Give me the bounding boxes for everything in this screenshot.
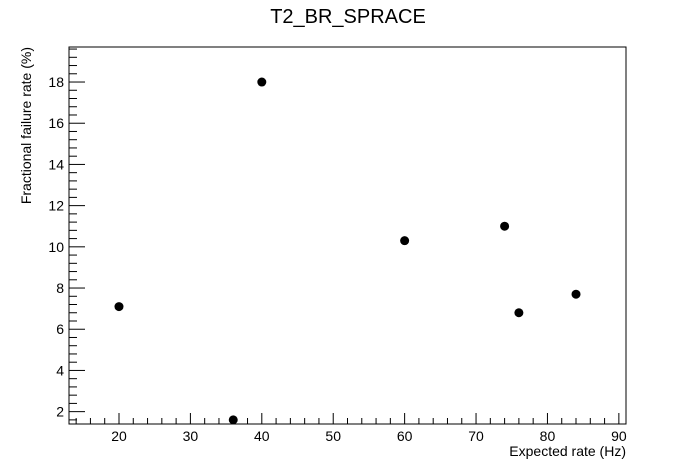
- x-tick-label: 30: [183, 428, 199, 444]
- y-tick-label: 4: [56, 362, 64, 378]
- y-axis-label: Fractional failure rate (%): [18, 47, 34, 204]
- data-point: [514, 308, 524, 318]
- y-tick-label: 16: [48, 115, 64, 131]
- chart-title: T2_BR_SPRACE: [270, 6, 426, 28]
- y-tick-label: 8: [56, 280, 64, 296]
- y-tick-label: 14: [48, 156, 64, 172]
- data-point: [500, 221, 510, 231]
- y-tick-label: 6: [56, 321, 64, 337]
- y-tick-label: 18: [48, 74, 64, 90]
- data-point: [571, 289, 581, 299]
- data-point: [257, 77, 267, 87]
- data-point: [114, 302, 124, 312]
- data-point: [228, 415, 238, 425]
- y-axis: 2 4 6 8 10 12 14 16 18: [48, 48, 85, 421]
- x-axis-label: Expected rate (Hz): [509, 443, 626, 459]
- x-tick-label: 40: [254, 428, 270, 444]
- data-point: [400, 236, 410, 246]
- y-tick-label: 10: [48, 239, 64, 255]
- data-points: [114, 77, 581, 425]
- plot-frame: [68, 46, 627, 425]
- x-tick-label: 80: [540, 428, 556, 444]
- y-tick-label: 12: [48, 198, 64, 214]
- x-tick-label: 20: [111, 428, 127, 444]
- y-tick-label: 2: [56, 404, 64, 420]
- x-axis: 20 30 40 50 60 70 80 90: [75, 413, 627, 444]
- x-tick-label: 70: [468, 428, 484, 444]
- x-tick-label: 60: [397, 428, 413, 444]
- x-tick-label: 50: [325, 428, 341, 444]
- x-tick-label: 90: [611, 428, 627, 444]
